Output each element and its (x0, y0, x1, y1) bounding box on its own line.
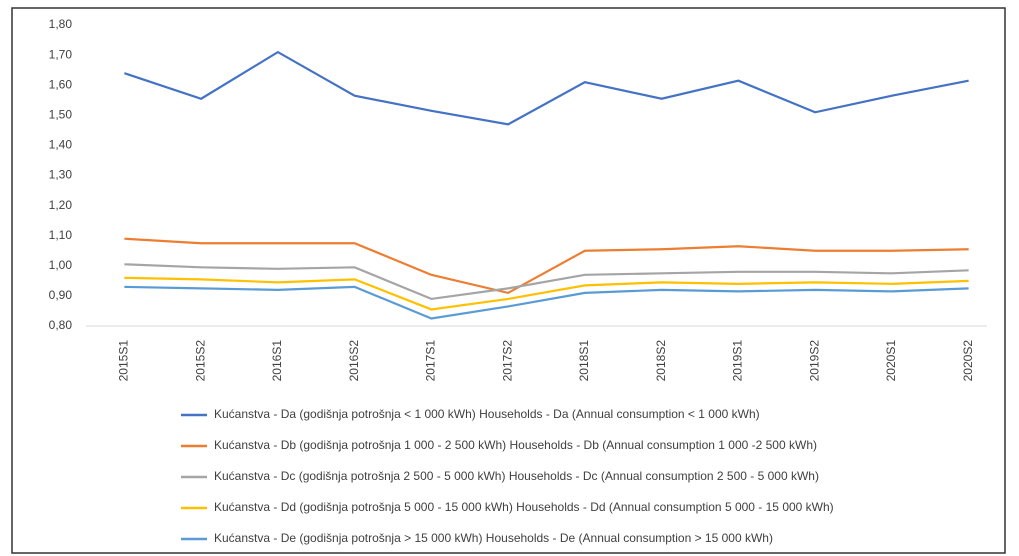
legend-label: Kućanstva - Dd (godišnja potrošnja 5 000… (214, 500, 834, 514)
legend-label: Kućanstva - Da (godišnja potrošnja < 1 0… (214, 407, 760, 421)
x-tick-label: 2016S2 (347, 340, 361, 382)
x-tick-label: 2019S2 (807, 340, 821, 382)
x-tick-label: 2015S2 (193, 340, 207, 382)
y-tick-label: 1,20 (49, 198, 73, 212)
series-line (124, 276, 969, 311)
y-tick-label: 1,60 (49, 77, 73, 91)
x-tick-label: 2018S1 (577, 340, 591, 382)
x-tick-label: 2020S1 (884, 340, 898, 382)
legend-label: Kućanstva - Db (godišnja potrošnja 1 000… (214, 438, 817, 452)
y-tick-label: 1,40 (49, 138, 73, 152)
y-tick-label: 0,80 (49, 318, 73, 332)
y-tick-label: 0,90 (49, 288, 73, 302)
y-tick-label: 1,50 (49, 107, 73, 121)
y-tick-label: 1,00 (49, 258, 73, 272)
legend-label: Kućanstva - De (godišnja potrošnja > 15 … (214, 531, 773, 545)
x-tick-label: 2017S1 (424, 340, 438, 382)
series-line (124, 285, 969, 320)
x-tick-label: 2017S2 (500, 340, 514, 382)
x-tick-label: 2019S1 (731, 340, 745, 382)
x-tick-label: 2018S2 (654, 340, 668, 382)
chart-frame (11, 7, 1006, 554)
series-line (124, 263, 969, 301)
x-tick-label: 2020S2 (961, 340, 975, 382)
y-tick-label: 1,70 (49, 47, 73, 61)
x-tick-label: 2015S1 (117, 340, 131, 382)
x-tick-label: 2016S1 (270, 340, 284, 382)
series-line (124, 237, 969, 295)
y-tick-label: 1,10 (49, 228, 73, 242)
legend-label: Kućanstva - Dc (godišnja potrošnja 2 500… (214, 469, 819, 483)
y-tick-label: 1,80 (49, 17, 73, 31)
series-line (124, 50, 969, 126)
y-tick-label: 1,30 (49, 168, 73, 182)
